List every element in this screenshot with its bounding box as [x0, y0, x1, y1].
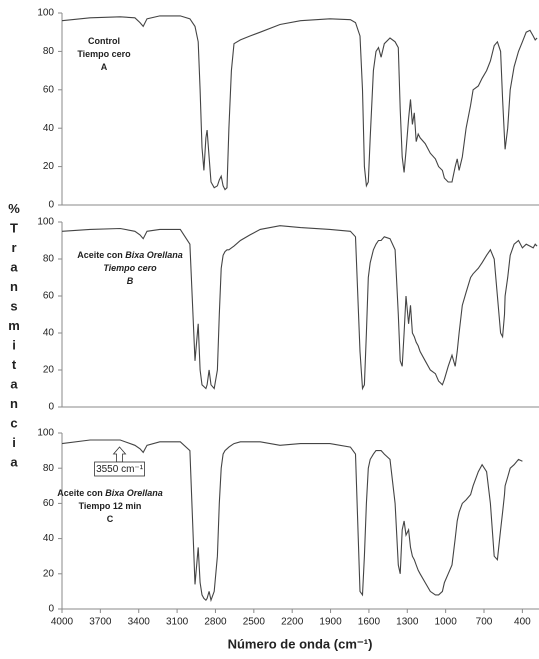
y-axis-label-letter: T	[10, 221, 18, 236]
annotation-part: Aceite con	[57, 488, 105, 498]
y-tick-label: 80	[43, 46, 55, 57]
x-tick-label: 1000	[435, 617, 458, 628]
callout-arrow	[112, 446, 127, 463]
annotation: Aceite con Bixa Orellana	[57, 488, 163, 498]
y-tick-label: 60	[43, 291, 55, 302]
annotation-part: Tiempo cero	[77, 49, 131, 59]
y-tick-label: 0	[48, 200, 54, 211]
y-tick-label: 20	[43, 161, 55, 172]
y-tick-label: 20	[43, 365, 55, 376]
annotation: Control	[88, 36, 120, 46]
y-tick-label: 60	[43, 498, 55, 509]
callout-box	[94, 461, 145, 477]
y-tick-label: 20	[43, 568, 55, 579]
y-tick-label: 0	[48, 402, 54, 413]
y-tick-label: 0	[48, 604, 54, 615]
x-tick-label: 2200	[281, 617, 304, 628]
y-tick-label: 40	[43, 123, 55, 134]
y-tick-label: 100	[37, 428, 54, 439]
x-tick-label: 1900	[319, 617, 342, 628]
x-tick-label: 2500	[243, 617, 266, 628]
x-tick-label: 3400	[128, 617, 151, 628]
spectrum-line	[61, 439, 523, 603]
y-axis-label-letter: t	[12, 357, 17, 372]
x-tick-label: 1300	[396, 617, 419, 628]
x-tick-label: 2800	[204, 617, 227, 628]
annotation: B	[127, 276, 134, 286]
callout-label: 3550 cm⁻¹	[96, 464, 144, 475]
annotation: Tiempo cero	[103, 263, 157, 273]
y-axis-label-letter: i	[12, 435, 16, 450]
y-axis-label-letter: c	[10, 416, 17, 431]
x-tick-label: 400	[514, 617, 531, 628]
x-tick-label: 1600	[358, 617, 381, 628]
annotation-part: Tiempo 12 min	[79, 501, 142, 511]
y-axis-label-letter: n	[10, 279, 18, 294]
annotation-part: Bixa Orellana	[105, 488, 163, 498]
annotation-part: C	[107, 514, 114, 524]
y-tick-label: 60	[43, 84, 55, 95]
annotation-part: A	[101, 62, 108, 72]
annotation: A	[101, 62, 108, 72]
annotation-part: Tiempo cero	[103, 263, 157, 273]
annotation-part: Control	[88, 36, 120, 46]
y-axis-label-letter: %	[8, 201, 20, 216]
y-axis-label-letter: n	[10, 396, 18, 411]
x-tick-label: 700	[476, 617, 493, 628]
y-axis-label-letter: a	[10, 455, 18, 470]
spectrum-line	[61, 225, 538, 391]
y-tick-label: 80	[43, 254, 55, 265]
x-tick-label: 3100	[166, 617, 189, 628]
annotation: C	[107, 514, 114, 524]
annotation: Tiempo cero	[77, 49, 131, 59]
y-tick-label: 40	[43, 533, 55, 544]
y-axis-label-letter: s	[10, 299, 17, 314]
annotation: Tiempo 12 min	[79, 501, 142, 511]
y-tick-label: 100	[37, 8, 54, 19]
annotation-part: B	[127, 276, 134, 286]
annotation: Aceite con Bixa Orellana	[77, 250, 183, 260]
y-axis-label-letter: i	[12, 338, 16, 353]
annotation-part: Bixa Orellana	[125, 250, 183, 260]
y-tick-label: 40	[43, 328, 55, 339]
x-tick-label: 4000	[51, 617, 74, 628]
x-axis-label: Número de onda (cm⁻¹)	[228, 636, 373, 651]
annotation-part: Aceite con	[77, 250, 125, 260]
y-axis-label-letter: a	[10, 377, 18, 392]
x-tick-label: 3700	[89, 617, 112, 628]
y-axis-label-letter: m	[8, 318, 20, 333]
y-axis-label-letter: a	[10, 260, 18, 275]
y-tick-label: 100	[37, 217, 54, 228]
spectrum-line	[61, 15, 538, 191]
y-axis-label-letter: r	[11, 240, 16, 255]
y-tick-label: 80	[43, 463, 55, 474]
